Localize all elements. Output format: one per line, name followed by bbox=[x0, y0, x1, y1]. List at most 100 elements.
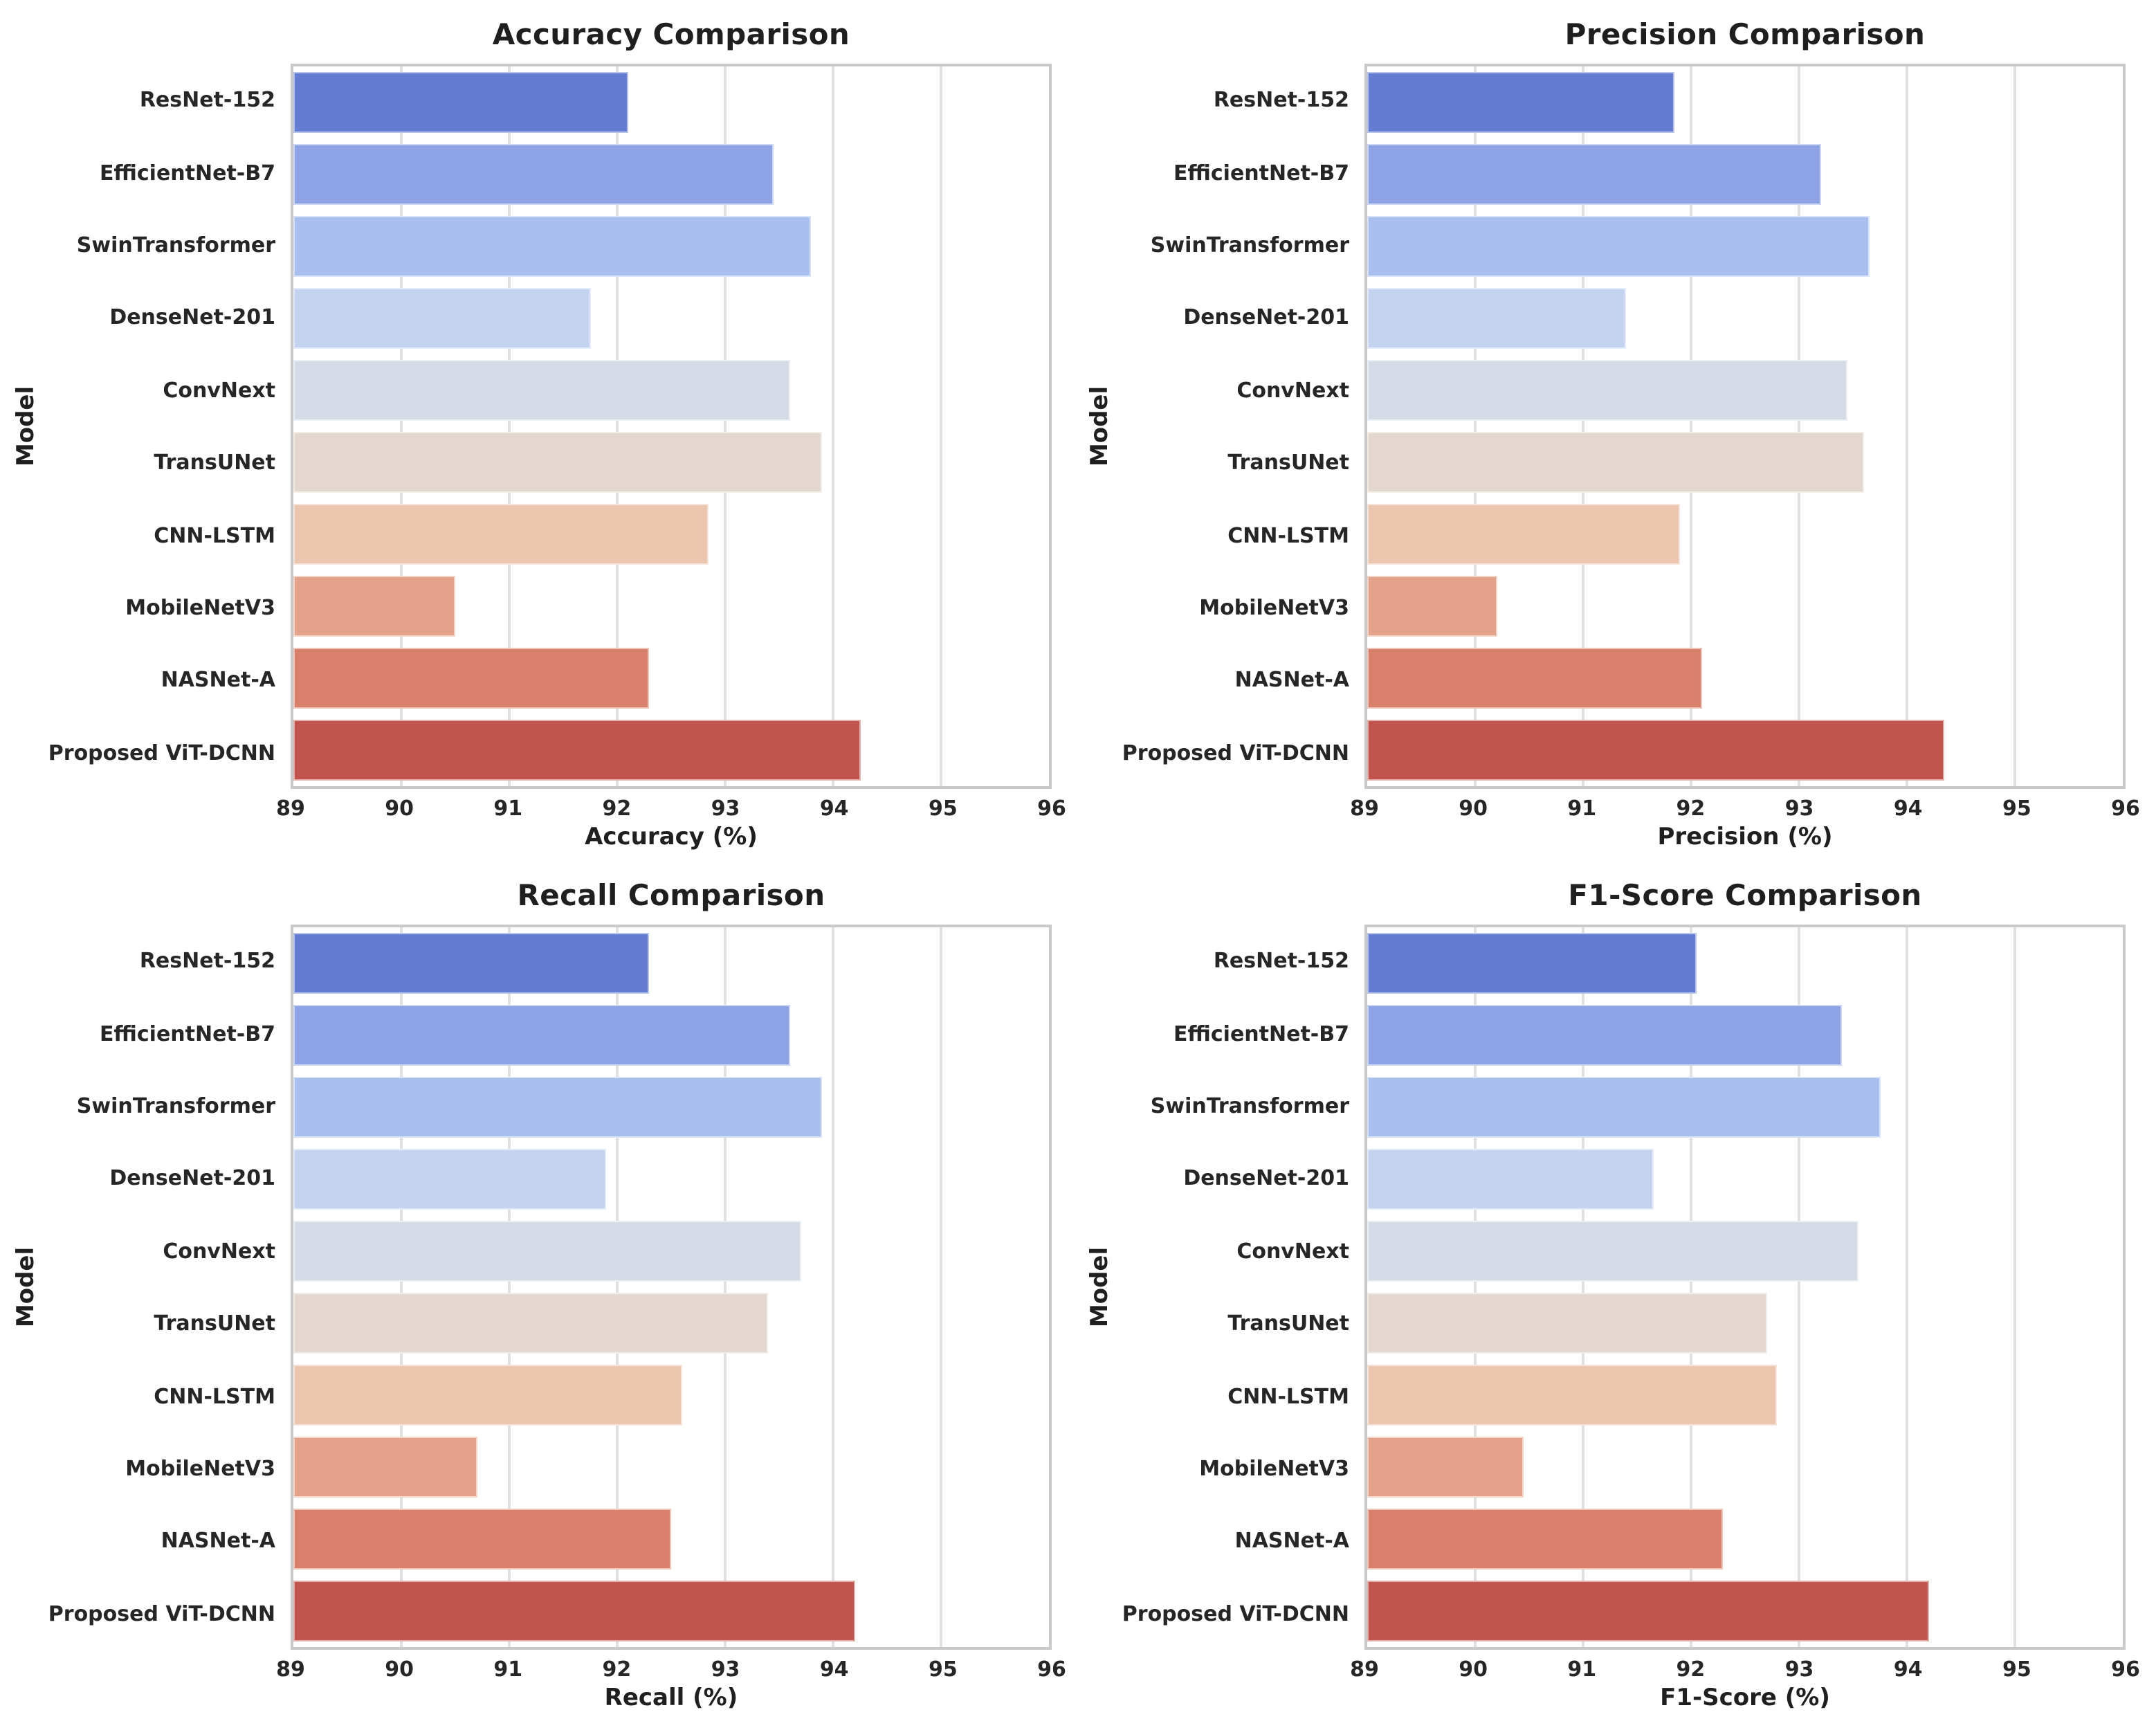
chart-panel: Recall Comparison Model ResNet-152 Effici… bbox=[6, 866, 1068, 1725]
y-tick-label: ConvNext bbox=[163, 1238, 275, 1264]
y-tick-label: ConvNext bbox=[1236, 1238, 1349, 1264]
x-tick-label: 91 bbox=[493, 1657, 523, 1682]
x-tick-labels: 89 90 91 92 93 94 95 96 bbox=[1350, 1650, 2140, 1682]
bar-row bbox=[293, 1575, 1049, 1647]
chart-title: Precision Comparison bbox=[1564, 18, 1926, 51]
bar-row bbox=[1367, 1287, 2123, 1359]
gridline bbox=[616, 66, 619, 786]
gridline bbox=[1690, 927, 1692, 1647]
bar-ResNet-152 bbox=[293, 933, 650, 994]
gridline bbox=[2013, 927, 2016, 1647]
gridline bbox=[1690, 66, 1692, 786]
x-tick-label: 95 bbox=[2002, 796, 2031, 821]
x-tick-label: 91 bbox=[1567, 1657, 1597, 1682]
bar-NASNet-A bbox=[1367, 1509, 1724, 1570]
bar-row bbox=[293, 642, 1049, 714]
bar-row bbox=[1367, 570, 2123, 642]
bar-row bbox=[1367, 426, 2123, 498]
y-tick-label: ResNet-152 bbox=[1213, 87, 1349, 113]
bar-row bbox=[1367, 1143, 2123, 1215]
y-tick-label: MobileNetV3 bbox=[125, 595, 275, 621]
x-tick-label: 89 bbox=[276, 1657, 305, 1682]
x-axis-label: Accuracy (%) bbox=[585, 824, 758, 851]
bar-CNN-LSTM bbox=[1367, 504, 1681, 565]
y-axis-label: Model bbox=[12, 1246, 40, 1328]
bar-DenseNet-201 bbox=[1367, 1149, 1654, 1210]
y-tick-label: EfficientNet-B7 bbox=[1173, 160, 1349, 185]
x-tick-label: 91 bbox=[493, 796, 523, 821]
chart-title: Accuracy Comparison bbox=[492, 18, 850, 51]
bar-row bbox=[1367, 1359, 2123, 1431]
bar-ResNet-152 bbox=[1367, 933, 1697, 994]
y-tick-label: DenseNet-201 bbox=[109, 1165, 275, 1191]
bar-EfficientNet-B7 bbox=[293, 144, 774, 205]
y-axis-label: Model bbox=[1086, 1246, 1114, 1328]
x-tick-label: 92 bbox=[602, 796, 632, 821]
gridline bbox=[508, 66, 511, 786]
x-tick-label: 96 bbox=[1037, 796, 1066, 821]
plot-area bbox=[291, 925, 1052, 1650]
bar-DenseNet-201 bbox=[1367, 288, 1627, 349]
bar-row bbox=[1367, 282, 2123, 354]
bar-SwinTransformer bbox=[1367, 1077, 1880, 1138]
bar-DenseNet-201 bbox=[293, 288, 590, 349]
bar-row bbox=[293, 138, 1049, 210]
chart-panel: Precision Comparison Model ResNet-152 Eff… bbox=[1079, 6, 2142, 864]
bar-MobileNetV3 bbox=[1367, 1437, 1524, 1498]
x-tick-label: 94 bbox=[819, 1657, 849, 1682]
x-tick-label: 93 bbox=[1784, 796, 1814, 821]
x-tick-label: 93 bbox=[711, 796, 740, 821]
bar-row bbox=[293, 714, 1049, 786]
gridline bbox=[1474, 66, 1477, 786]
bar-CNN-LSTM bbox=[293, 1365, 682, 1426]
y-tick-label: CNN-LSTM bbox=[1227, 1383, 1349, 1409]
x-tick-label: 96 bbox=[2111, 796, 2140, 821]
y-axis: Model bbox=[1079, 925, 1121, 1650]
x-tick-label: 93 bbox=[711, 1657, 740, 1682]
gridline bbox=[724, 927, 727, 1647]
bar-SwinTransformer bbox=[1367, 216, 1870, 277]
bar-TransUNet bbox=[1367, 1293, 1767, 1354]
bar-row bbox=[1367, 1575, 2123, 1647]
y-tick-label: NASNet-A bbox=[161, 667, 275, 693]
x-tick-label: 90 bbox=[385, 1657, 414, 1682]
bar-ConvNext bbox=[1367, 1221, 1858, 1282]
bar-row bbox=[293, 1431, 1049, 1503]
gridline bbox=[832, 66, 834, 786]
x-axis-label: Precision (%) bbox=[1657, 824, 1833, 851]
bar-SwinTransformer bbox=[293, 216, 812, 277]
x-tick-label: 95 bbox=[928, 1657, 958, 1682]
bar-Proposed ViT-DCNN bbox=[1367, 1581, 1929, 1641]
y-tick-label: NASNet-A bbox=[1234, 1528, 1349, 1554]
bar-row bbox=[293, 927, 1049, 999]
y-tick-label: MobileNetV3 bbox=[125, 1456, 275, 1482]
bar-row bbox=[293, 282, 1049, 354]
x-tick-label: 90 bbox=[1459, 1657, 1488, 1682]
x-tick-label: 89 bbox=[276, 796, 305, 821]
bar-row bbox=[293, 1143, 1049, 1215]
bar-NASNet-A bbox=[293, 1509, 671, 1570]
x-tick-label: 96 bbox=[1037, 1657, 1066, 1682]
bar-CNN-LSTM bbox=[1367, 1365, 1778, 1426]
y-tick-label: Proposed ViT-DCNN bbox=[48, 1601, 275, 1626]
bar-row bbox=[1367, 1071, 2123, 1143]
y-tick-label: MobileNetV3 bbox=[1199, 1456, 1349, 1482]
y-tick-labels: ResNet-152 EfficientNet-B7 SwinTransformer… bbox=[47, 64, 291, 789]
y-tick-label: Proposed ViT-DCNN bbox=[1122, 740, 1349, 765]
bar-MobileNetV3 bbox=[293, 1437, 477, 1498]
bar-row bbox=[293, 570, 1049, 642]
y-tick-label: MobileNetV3 bbox=[1199, 595, 1349, 621]
y-tick-label: ConvNext bbox=[1236, 377, 1349, 403]
bar-row bbox=[293, 999, 1049, 1071]
y-tick-label: ResNet-152 bbox=[139, 948, 275, 974]
chart-title: Recall Comparison bbox=[517, 879, 825, 912]
bar-row bbox=[293, 426, 1049, 498]
gridline bbox=[400, 927, 403, 1647]
y-tick-labels: ResNet-152 EfficientNet-B7 SwinTransformer… bbox=[47, 925, 291, 1650]
bar-row bbox=[1367, 1215, 2123, 1287]
y-tick-label: ResNet-152 bbox=[139, 87, 275, 113]
bar-row bbox=[293, 66, 1049, 138]
x-tick-label: 96 bbox=[2111, 1657, 2140, 1682]
bar-NASNet-A bbox=[1367, 648, 1702, 709]
